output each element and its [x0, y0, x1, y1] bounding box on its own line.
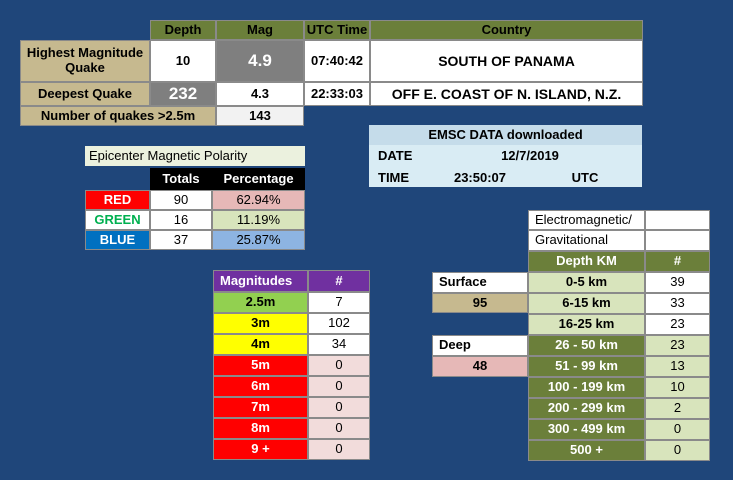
depth-row-count: 0 [645, 419, 710, 440]
depth-row-label: 200 - 299 km [528, 398, 645, 419]
depth-row-count: 39 [645, 272, 710, 293]
deepest-country: OFF E. COAST OF N. ISLAND, N.Z. [370, 82, 643, 106]
emsc-time-label: TIME [378, 169, 410, 185]
magnitude-row-label: 4m [213, 334, 308, 355]
magnitudes-header: Magnitudes [213, 270, 308, 292]
polarity-red-label: RED [85, 190, 150, 210]
highest-mag: 4.9 [216, 40, 304, 82]
magnitude-row-label: 9 + [213, 439, 308, 460]
magnitude-row-label: 8m [213, 418, 308, 439]
polarity-header-totals: Totals [150, 168, 212, 190]
magnitude-row-count: 7 [308, 292, 370, 313]
depth-row-label: 500 + [528, 440, 645, 461]
polarity-header-percentage: Percentage [212, 168, 305, 190]
magnitude-row-label: 6m [213, 376, 308, 397]
emsc-title: EMSC DATA downloaded [369, 125, 642, 145]
polarity-title: Epicenter Magnetic Polarity [85, 146, 305, 166]
header-depth: Depth [150, 20, 216, 40]
depth-row-count: 23 [645, 314, 710, 335]
header-mag: Mag [216, 20, 304, 40]
header-utc-time: UTC Time [304, 20, 370, 40]
polarity-green-pct: 11.19% [212, 210, 305, 230]
magnitude-row-label: 5m [213, 355, 308, 376]
deepest-depth: 232 [150, 82, 216, 106]
magnitude-row-label: 2.5m [213, 292, 308, 313]
depth-row-count: 33 [645, 293, 710, 314]
depth-header: Depth KM [528, 251, 645, 272]
quake-count-label: Number of quakes >2.5m [20, 106, 216, 126]
depth-row-count: 0 [645, 440, 710, 461]
magnitude-row-label: 3m [213, 313, 308, 334]
magnitude-row-label: 7m [213, 397, 308, 418]
emsc-date-label: DATE [378, 147, 413, 163]
depth-row-label: 300 - 499 km [528, 419, 645, 440]
magnitude-row-count: 0 [308, 376, 370, 397]
depth-title-blank [645, 210, 710, 230]
polarity-red-pct: 62.94% [212, 190, 305, 210]
deepest-time: 22:33:03 [304, 82, 370, 106]
deep-label: Deep [432, 335, 528, 356]
depth-count-header: # [645, 251, 710, 272]
depth-row-label: 0-5 km [528, 272, 645, 293]
surface-value: 95 [432, 293, 528, 313]
polarity-blue-label: BLUE [85, 230, 150, 250]
magnitude-row-count: 0 [308, 355, 370, 376]
depth-row-label: 26 - 50 km [528, 335, 645, 356]
header-country: Country [370, 20, 643, 40]
highest-time: 07:40:42 [304, 40, 370, 82]
depth-row-label: 51 - 99 km [528, 356, 645, 377]
depth-title-blank [645, 230, 710, 251]
magnitude-row-count: 0 [308, 439, 370, 460]
deepest-mag: 4.3 [216, 82, 304, 106]
depth-row-label: 100 - 199 km [528, 377, 645, 398]
depth-row-label: 16-25 km [528, 314, 645, 335]
emsc-time-value: 23:50:07 [453, 169, 507, 185]
magnitudes-count-header: # [308, 270, 370, 292]
depth-row-count: 13 [645, 356, 710, 377]
highest-depth: 10 [150, 40, 216, 82]
polarity-blue-total: 37 [150, 230, 212, 250]
polarity-red-total: 90 [150, 190, 212, 210]
surface-label: Surface [432, 272, 528, 293]
emsc-date-value: 12/7/2019 [501, 147, 559, 163]
emsc-timezone: UTC [571, 169, 599, 185]
depth-row-label: 6-15 km [528, 293, 645, 314]
magnitude-row-count: 102 [308, 313, 370, 334]
highest-magnitude-label: Highest Magnitude Quake [20, 40, 150, 82]
magnitude-row-count: 34 [308, 334, 370, 355]
magnitude-row-count: 0 [308, 418, 370, 439]
deepest-quake-label: Deepest Quake [20, 82, 150, 106]
polarity-green-total: 16 [150, 210, 212, 230]
deep-value: 48 [432, 356, 528, 377]
depth-title-line2: Gravitational [528, 230, 645, 251]
highest-country: SOUTH OF PANAMA [370, 40, 643, 82]
magnitude-row-count: 0 [308, 397, 370, 418]
depth-row-count: 10 [645, 377, 710, 398]
depth-title-line1: Electromagnetic/ [528, 210, 645, 230]
quake-count-value: 143 [216, 106, 304, 126]
depth-row-count: 2 [645, 398, 710, 419]
depth-row-count: 23 [645, 335, 710, 356]
polarity-green-label: GREEN [85, 210, 150, 230]
polarity-blue-pct: 25.87% [212, 230, 305, 250]
